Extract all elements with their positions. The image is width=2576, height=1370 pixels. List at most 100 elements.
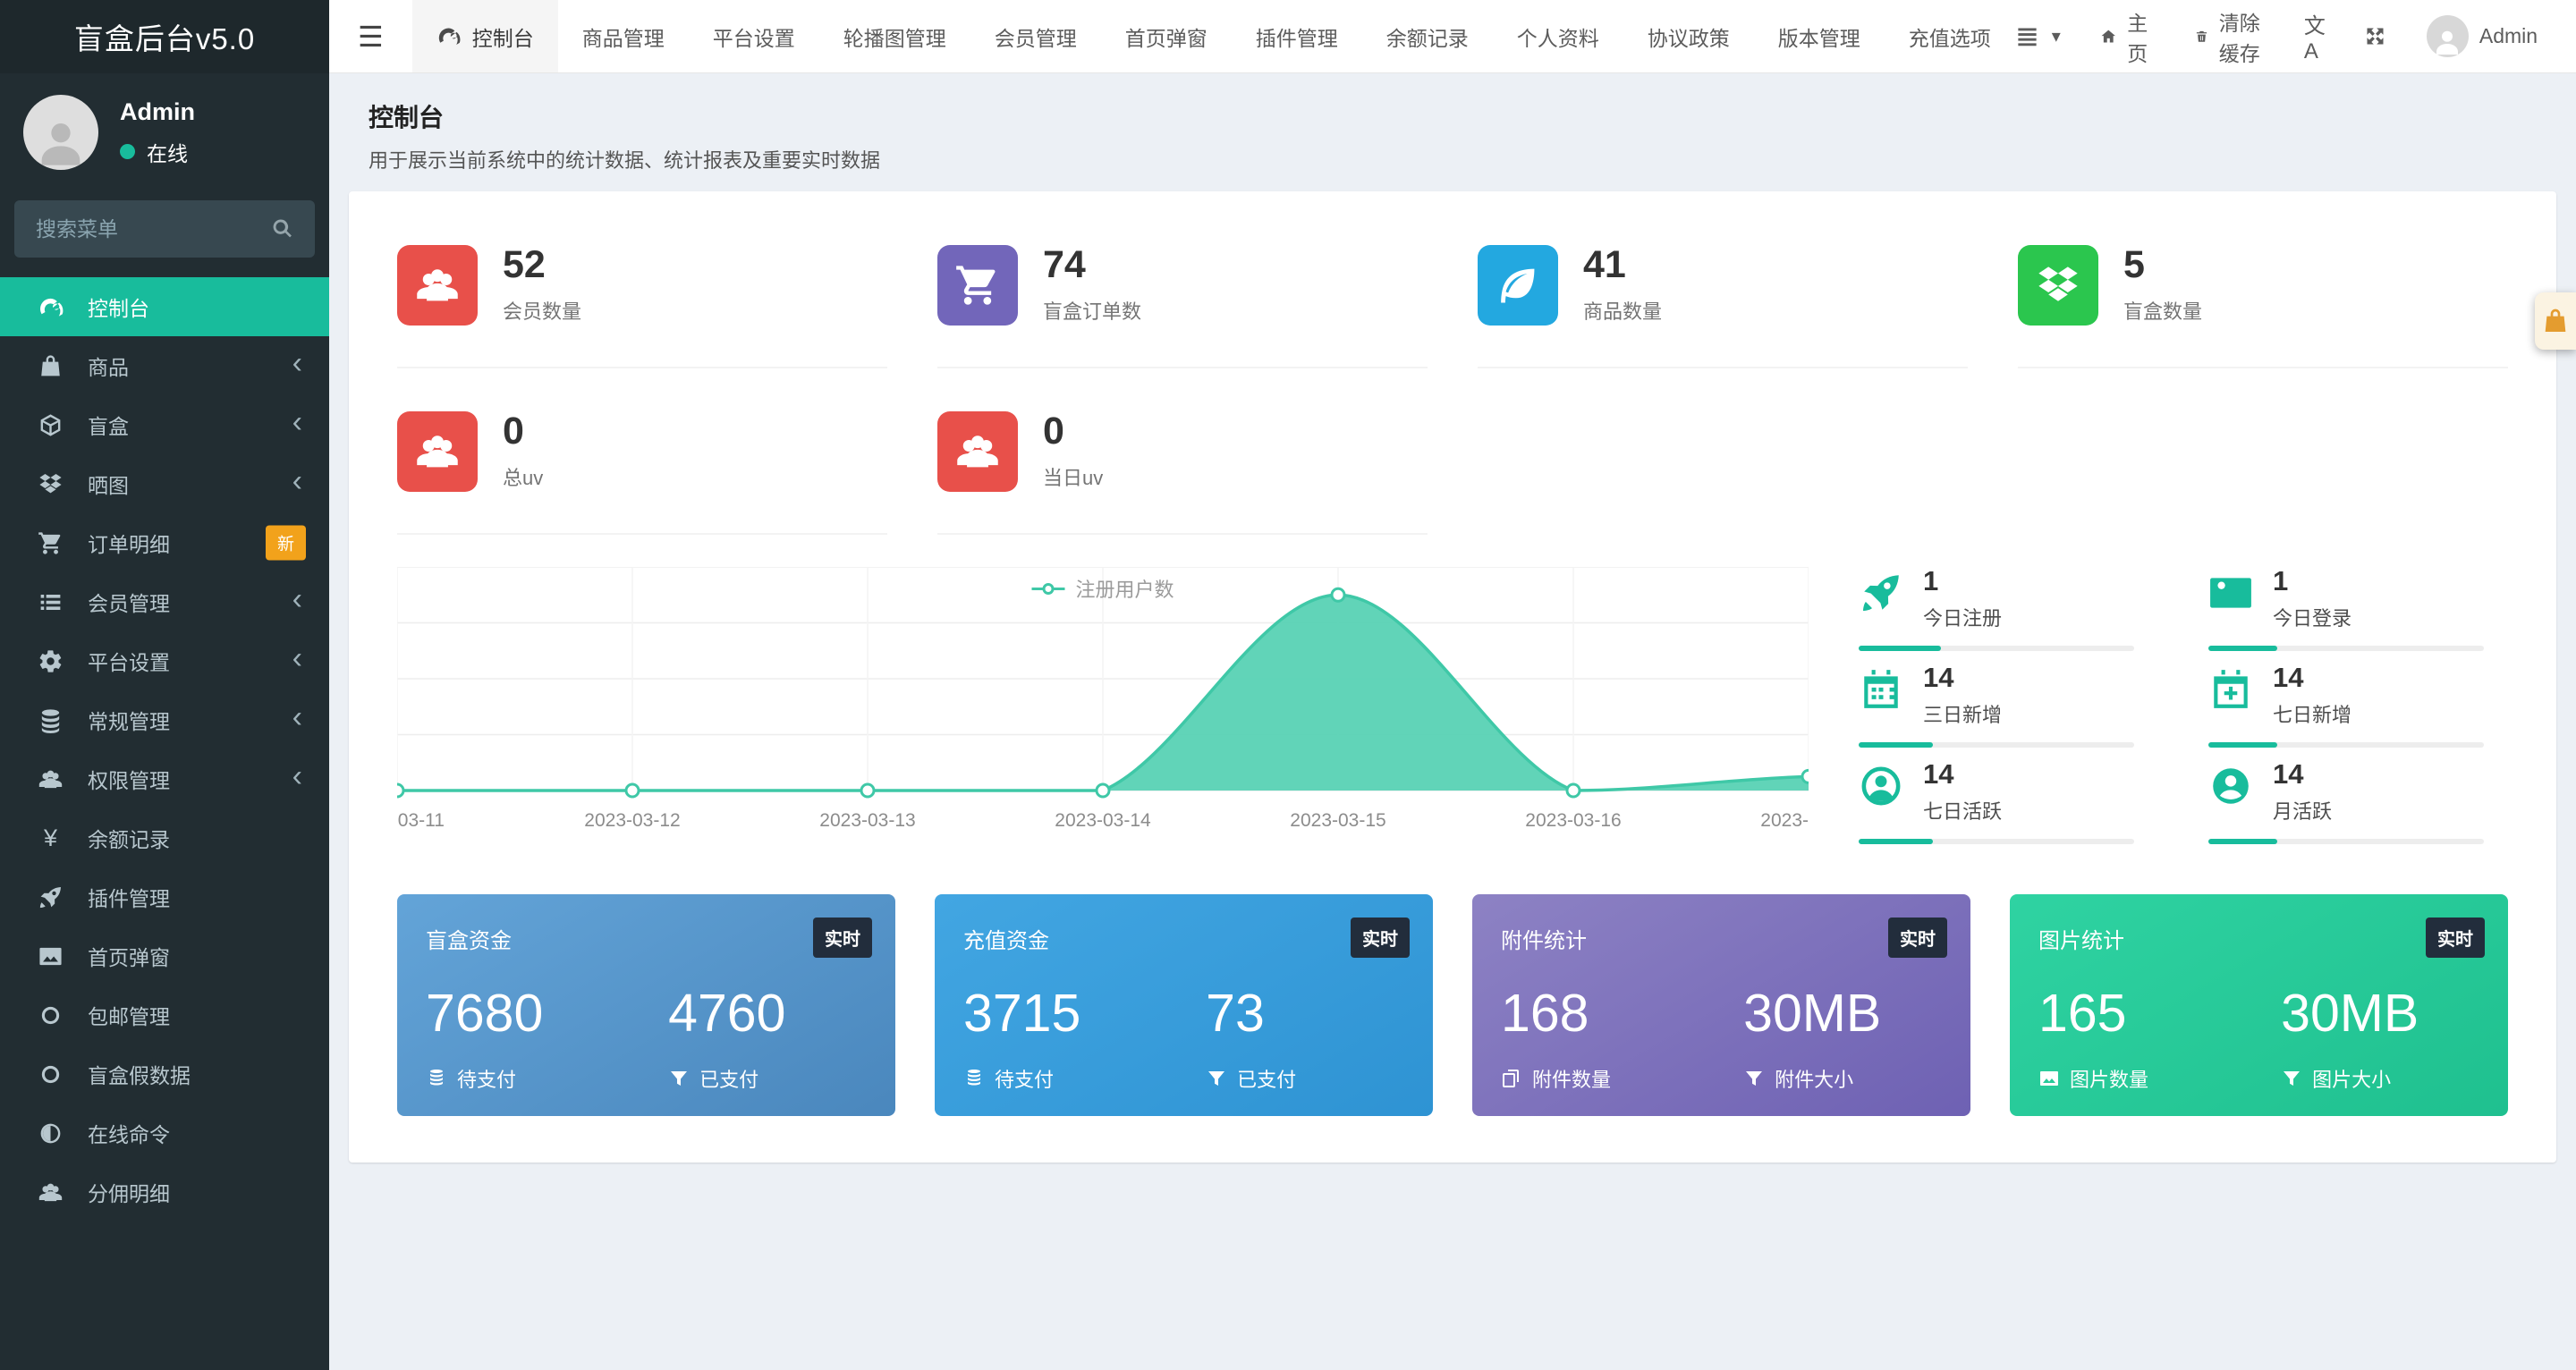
stat-row-2: 0 总uv 0 当日uv [374, 411, 2531, 535]
person-icon [32, 113, 89, 170]
sidebar-item-label: 盲盒 [88, 415, 129, 438]
sidebar-item-label: 包邮管理 [88, 1005, 170, 1028]
coins-icon [963, 1068, 985, 1089]
search-icon [270, 216, 295, 241]
rocket-icon [1859, 571, 1903, 615]
stat-value: 5 [2123, 243, 2145, 286]
clear-cache-button[interactable]: 清除缓存 [2195, 6, 2265, 67]
nav-item-recharge-options[interactable]: 充值选项 [1885, 0, 2015, 72]
app-title: 盲盒后台v5.0 [0, 0, 329, 73]
sidebar-toggle-button[interactable]: ☰ [329, 0, 412, 72]
nav-item-policy[interactable]: 协议政策 [1623, 0, 1754, 72]
sidebar-item-photos[interactable]: 晒图 ‹ [0, 454, 329, 513]
stat-value: 0 [1043, 410, 1064, 452]
nav-item-platform-settings[interactable]: 平台设置 [689, 0, 819, 72]
search-input[interactable] [14, 200, 250, 258]
sidebar-item-label: 商品 [88, 356, 129, 379]
stat-label: 盲盒订单数 [1043, 300, 1142, 323]
mini-stat-value: 14 [2273, 662, 2304, 693]
user-menu[interactable]: Admin [2426, 15, 2538, 57]
stat-card-total-uv: 0 总uv [397, 411, 887, 535]
mini-stat-3day-new: 14 三日新增 [1859, 664, 2158, 748]
users-icon [38, 766, 64, 792]
user-circle-filled-icon [2208, 764, 2253, 808]
nav-item-version-mgmt[interactable]: 版本管理 [1754, 0, 1885, 72]
progress-track [1859, 742, 2135, 748]
mini-stat-label: 三日新增 [1923, 704, 2003, 726]
sidebar-item-online-command[interactable]: 在线命令 [0, 1104, 329, 1163]
mini-stat-label: 今日注册 [1923, 607, 2003, 630]
dropbox-icon [38, 471, 64, 497]
stat-label: 总uv [503, 467, 544, 489]
nav-item-profile[interactable]: 个人资料 [1493, 0, 1623, 72]
username-label: Admin [2479, 24, 2538, 47]
trash-icon [2195, 24, 2208, 48]
nav-item-goods-mgmt[interactable]: 商品管理 [558, 0, 689, 72]
mini-stat-value: 1 [2273, 565, 2289, 596]
nav-item-label: 平台设置 [712, 26, 795, 50]
filter-icon [2281, 1068, 2302, 1089]
svg-text:2023-03-13: 2023-03-13 [819, 810, 915, 831]
language-button[interactable]: 文A [2304, 8, 2326, 64]
list-icon [38, 589, 64, 615]
topbar: ☰ 控制台 商品管理 平台设置 轮播图管理 会员管理 首页弹窗 插件管理 余额记… [329, 0, 2576, 73]
chevron-left-icon: ‹ [292, 346, 302, 381]
progress-track [2208, 742, 2485, 748]
sidebar-item-home-popup[interactable]: 首页弹窗 [0, 926, 329, 985]
chart-legend[interactable]: 注册用户数 [1031, 574, 1174, 603]
finance-value: 73 [1206, 984, 1265, 1043]
finance-label: 附件数量 [1532, 1068, 1612, 1091]
sidebar-item-balance-records[interactable]: ¥ 余额记录 [0, 808, 329, 867]
nav-item-dashboard[interactable]: 控制台 [411, 0, 558, 72]
sidebar-item-free-shipping[interactable]: 包邮管理 [0, 985, 329, 1044]
finance-value: 165 [2038, 984, 2127, 1043]
nav-item-label: 插件管理 [1255, 26, 1338, 50]
tab-list-dropdown-button[interactable]: ▾ [2015, 24, 2061, 48]
search-button[interactable] [250, 200, 315, 258]
finance-value: 30MB [2281, 984, 2419, 1043]
svg-text:2023-03-12: 2023-03-12 [584, 810, 680, 831]
shopping-bag-icon [2541, 307, 2570, 335]
id-card-icon [2208, 571, 2253, 615]
filter-icon [1206, 1068, 1227, 1089]
home-button[interactable]: 主页 [2100, 6, 2156, 67]
sidebar-item-member-mgmt[interactable]: 会员管理 ‹ [0, 572, 329, 631]
sidebar-item-commission-detail[interactable]: 分佣明细 [0, 1163, 329, 1222]
realtime-badge: 实时 [2426, 918, 2485, 958]
sidebar-item-fake-data[interactable]: 盲盒假数据 [0, 1044, 329, 1104]
nav-item-home-popup[interactable]: 首页弹窗 [1101, 0, 1232, 72]
sidebar-item-label: 分佣明细 [88, 1182, 170, 1205]
users-icon [397, 245, 478, 326]
sidebar-item-label: 订单明细 [88, 533, 170, 556]
nav-item-balance-records[interactable]: 余额记录 [1362, 0, 1493, 72]
finance-value: 4760 [668, 984, 786, 1043]
finance-value: 168 [1501, 984, 1589, 1043]
cube-icon [38, 412, 64, 438]
sidebar-item-blindbox[interactable]: 盲盒 ‹ [0, 395, 329, 454]
sidebar-item-plugin-mgmt[interactable]: 插件管理 [0, 867, 329, 926]
users-icon [397, 411, 478, 492]
nav-item-carousel-mgmt[interactable]: 轮播图管理 [819, 0, 970, 72]
nav-item-member-mgmt[interactable]: 会员管理 [970, 0, 1101, 72]
nav-item-plugin-mgmt[interactable]: 插件管理 [1232, 0, 1362, 72]
floating-shop-tab[interactable] [2535, 292, 2576, 350]
clear-cache-label: 清除缓存 [2218, 11, 2260, 65]
mini-stat-today-registered: 1 今日注册 [1859, 567, 2158, 651]
sidebar-item-general-mgmt[interactable]: 常规管理 ‹ [0, 690, 329, 749]
mini-stat-value: 14 [1923, 662, 1954, 693]
topbar-right: ▾ 主页 清除缓存 文A Admin [2015, 0, 2576, 72]
legend-label: 注册用户数 [1075, 579, 1174, 601]
sidebar-item-permission-mgmt[interactable]: 权限管理 ‹ [0, 749, 329, 808]
coins-icon [426, 1068, 447, 1089]
stat-value: 41 [1583, 243, 1626, 286]
sidebar-item-goods[interactable]: 商品 ‹ [0, 336, 329, 395]
stat-row-1: 52 会员数量 74 盲盒订单数 41 商品数量 [374, 245, 2531, 368]
sidebar-item-dashboard[interactable]: 控制台 [0, 277, 329, 336]
sidebar-item-order-detail[interactable]: 订单明细 新 [0, 513, 329, 572]
progress-track [2208, 839, 2485, 844]
shopping-bag-icon [38, 353, 64, 379]
fullscreen-button[interactable] [2363, 24, 2387, 48]
caret-down-icon: ▾ [2051, 27, 2061, 47]
sidebar-item-platform-settings[interactable]: 平台设置 ‹ [0, 631, 329, 690]
realtime-badge: 实时 [813, 918, 872, 958]
